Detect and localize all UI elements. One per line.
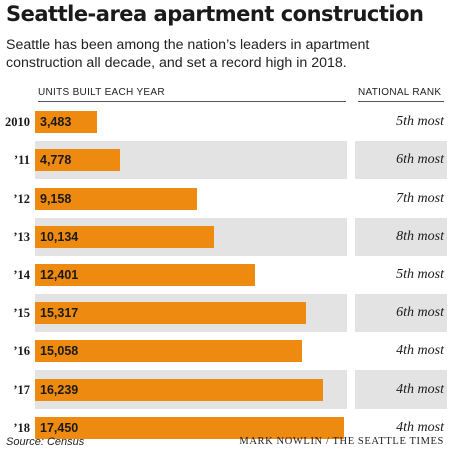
national-rank: 4th most xyxy=(396,381,444,397)
national-rank: 5th most xyxy=(396,266,444,282)
rank-header-rule xyxy=(358,101,444,102)
bar xyxy=(35,263,255,286)
year-label: ’11 xyxy=(14,153,30,168)
units-header-rule xyxy=(38,101,346,102)
bar-value-label: 15,058 xyxy=(40,344,79,359)
source-note: Source: Census xyxy=(6,436,85,448)
bar-value-label: 10,134 xyxy=(40,229,79,244)
bar-value-label: 3,483 xyxy=(40,115,72,130)
bar xyxy=(35,302,307,325)
units-column-header: UNITS BUILT EACH YEAR xyxy=(38,87,165,98)
national-rank: 6th most xyxy=(396,152,444,168)
chart-subtitle: Seattle has been among the nation’s lead… xyxy=(6,37,370,71)
national-rank: 7th most xyxy=(396,190,444,206)
bar-value-label: 4,778 xyxy=(40,153,72,168)
year-label: ’18 xyxy=(13,420,30,435)
bar xyxy=(35,149,120,172)
national-rank: 4th most xyxy=(396,343,444,359)
national-rank: 5th most xyxy=(396,114,444,130)
national-rank: 4th most xyxy=(396,419,444,435)
year-label: 2010 xyxy=(5,115,30,130)
bar-value-label: 15,317 xyxy=(40,306,79,321)
year-label: ’13 xyxy=(13,229,30,244)
rank-band xyxy=(355,217,447,256)
bar xyxy=(35,378,323,401)
bar-value-label: 12,401 xyxy=(40,267,79,282)
rank-column-header: NATIONAL RANK xyxy=(358,87,442,98)
year-label: ’12 xyxy=(13,191,30,206)
rank-band xyxy=(355,141,447,180)
year-label: ’16 xyxy=(13,344,30,359)
national-rank: 8th most xyxy=(396,228,444,244)
year-label: ’17 xyxy=(13,382,30,397)
bar-value-label: 16,239 xyxy=(40,382,79,397)
bar xyxy=(35,187,198,210)
bar-value-label: 17,450 xyxy=(40,420,79,435)
bar xyxy=(35,416,344,439)
chart-title: Seattle-area apartment construction xyxy=(6,2,424,26)
bar xyxy=(35,340,302,363)
bar xyxy=(35,111,97,134)
rank-band xyxy=(355,294,447,333)
year-label: ’14 xyxy=(13,267,30,282)
year-label: ’15 xyxy=(13,306,30,321)
credit-line: MARK NOWLIN / THE SEATTLE TIMES xyxy=(239,436,444,447)
bar-value-label: 9,158 xyxy=(40,191,72,206)
bar xyxy=(35,225,215,248)
rank-band xyxy=(355,370,447,409)
national-rank: 6th most xyxy=(396,305,444,321)
